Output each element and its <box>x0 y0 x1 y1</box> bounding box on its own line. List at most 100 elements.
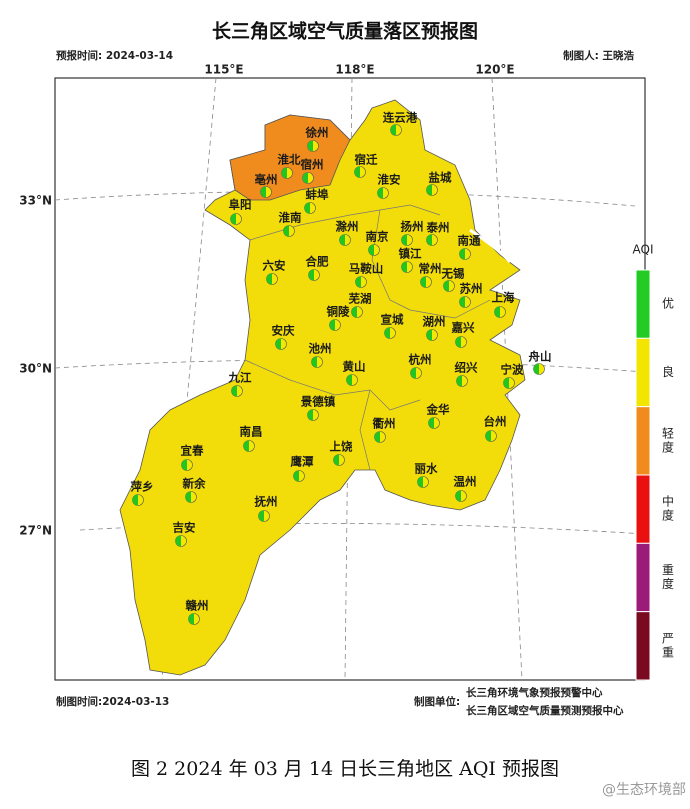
title: 长三角区域空气质量落区预报图 <box>212 20 478 43</box>
border <box>244 359 421 411</box>
city-label: 宿迁 <box>355 153 378 167</box>
city-label: 无锡 <box>441 267 465 281</box>
city-label: 温州 <box>454 475 477 489</box>
city-label: 六安 <box>263 259 286 273</box>
cities: 连云港徐州淮北 宿州 宿迁盐城 淮安 亳州蚌埠阜阳淮南滁州南京扬州 泰州南通镇江六安 合肥马… <box>131 111 552 625</box>
city-dot-half <box>384 327 390 339</box>
city-dot-half <box>307 409 313 421</box>
city-label: 宁波 <box>501 363 524 377</box>
city-dot-half <box>230 213 236 225</box>
city-label: 萍乡 <box>131 480 154 494</box>
legend-swatch <box>635 406 651 476</box>
city-dot-half <box>185 491 191 503</box>
city-dot-half <box>426 234 432 246</box>
city-label: 宜春 <box>181 444 204 458</box>
latitude-label: 33°N <box>19 194 52 208</box>
unit-1: 长三角环境气象预报预警中心 <box>466 686 603 699</box>
city-label: 绍兴 <box>455 361 478 375</box>
legend-title: AQI <box>633 243 654 257</box>
city-label: 上饶 <box>330 440 353 454</box>
city-label: 宣城 <box>381 313 404 327</box>
city-dot-half <box>459 248 465 260</box>
city-label: 南京 <box>366 230 389 244</box>
city-dot-half <box>188 613 194 625</box>
unit-2: 长三角区域空气质量预测预报中心 <box>466 704 624 717</box>
legend-label: 优 <box>661 297 675 311</box>
city-dot-half <box>354 166 360 178</box>
city-dot-half <box>311 356 317 368</box>
city-dot-half <box>456 375 462 387</box>
city-dot-half <box>339 234 345 246</box>
city-label: 常州 <box>419 262 442 276</box>
city-dot-half <box>304 202 310 214</box>
city-label: 淮北 <box>278 153 301 167</box>
city-label: 阜阳 <box>229 198 252 212</box>
region-good <box>119 99 526 676</box>
legend-swatch <box>635 337 651 408</box>
city-label: 嘉兴 <box>451 321 475 335</box>
city-dot-half <box>175 535 181 547</box>
city-label: 台州 <box>484 415 507 429</box>
city-dot-half <box>428 417 434 429</box>
city-dot-half <box>258 510 264 522</box>
city-dot-half <box>351 306 357 318</box>
city-dot-half <box>266 273 272 285</box>
city-dot-half <box>308 269 314 281</box>
city-label: 淮南 <box>279 211 302 225</box>
city-dot-half <box>390 124 396 136</box>
city-label: 安庆 <box>272 324 295 338</box>
caption: 图 2 2024 年 03 月 14 日长三角地区 AQI 预报图 <box>131 758 559 780</box>
city-label: 徐州 <box>305 126 329 140</box>
city-dot-half <box>494 306 500 318</box>
city-dot-half <box>132 494 138 506</box>
city-dot-half <box>410 367 416 379</box>
city-label: 金华 <box>426 403 450 417</box>
city-label: 马鞍山 <box>349 262 384 276</box>
city-dot-half <box>355 276 361 288</box>
city-label: 亳州 <box>255 173 278 187</box>
city-label: 抚州 <box>255 495 278 509</box>
latitude-label: 30°N <box>19 362 52 376</box>
city-label: 丽水 <box>415 462 438 476</box>
city-dot-half <box>346 374 352 386</box>
city-label: 镇江 <box>399 247 422 261</box>
city-label: 杭州 <box>409 353 432 367</box>
city-label: 九江 <box>228 371 252 385</box>
city-label: 滁州 <box>336 220 359 234</box>
city-dot-half <box>374 431 380 443</box>
city-dot-half <box>329 319 335 331</box>
city-label: 湖州 <box>423 315 446 329</box>
city-label: 芜湖 <box>349 292 372 306</box>
city-dot-half <box>260 186 266 198</box>
latitude-label: 27°N <box>19 524 52 538</box>
city-dot-half <box>443 280 449 292</box>
city-dot-half <box>503 377 509 389</box>
city-label: 南通 <box>458 234 481 248</box>
city-dot-half <box>307 140 313 152</box>
city-label: 盐城 <box>429 171 452 185</box>
city-dot-half <box>426 329 432 341</box>
city-dot-half <box>302 172 308 184</box>
legend-label: 中度 <box>661 494 675 523</box>
region-light <box>229 114 351 201</box>
city-dot-half <box>401 261 407 273</box>
longitude-label: 120°E <box>475 63 514 77</box>
city-dot-half <box>426 184 432 196</box>
city-dot-half <box>293 470 299 482</box>
city-label: 南昌 <box>240 425 263 439</box>
border <box>359 389 371 471</box>
longitude-label: 115°E <box>204 63 243 77</box>
lon-line <box>161 77 217 681</box>
city-dot-half <box>420 276 426 288</box>
city-dot-half <box>243 440 249 452</box>
city-label: 泰州 <box>426 221 450 235</box>
longitude-label: 118°E <box>335 63 374 77</box>
city-label: 连云港 <box>383 111 418 125</box>
legend-swatch <box>635 269 651 339</box>
watermark: @生态环境部 <box>602 782 686 798</box>
city-dot-half <box>231 385 237 397</box>
river <box>469 228 512 263</box>
